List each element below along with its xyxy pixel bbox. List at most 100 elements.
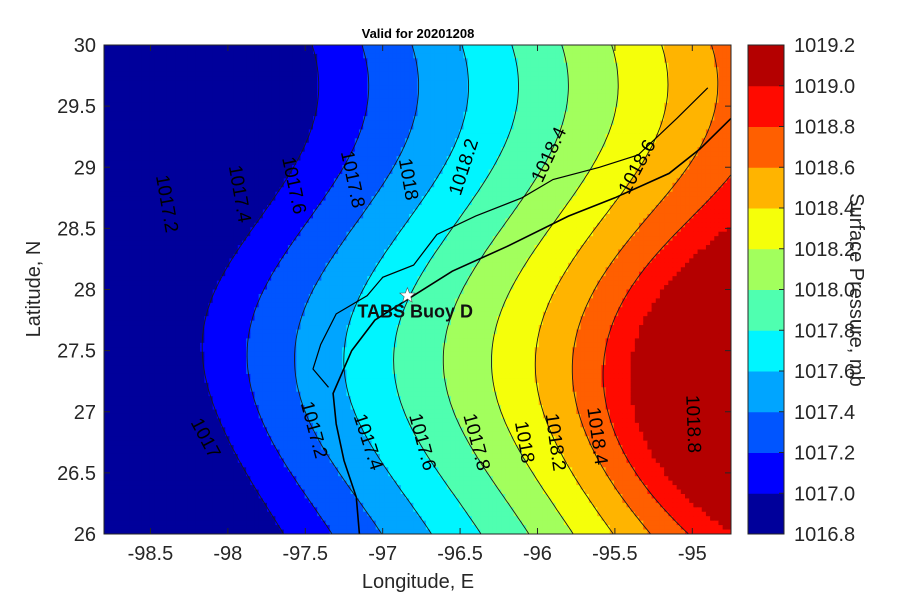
field-cell (279, 120, 285, 126)
field-cell (455, 89, 460, 95)
field-cell (484, 62, 490, 68)
field-cell (375, 76, 381, 82)
field-cell (166, 80, 172, 86)
field-cell (229, 147, 235, 153)
field-cell (112, 138, 118, 144)
field-cell (555, 76, 561, 82)
field-cell (463, 151, 469, 157)
field-cell (162, 138, 168, 144)
field-cell (705, 67, 711, 73)
field-cell (613, 142, 619, 148)
field-cell (701, 156, 707, 162)
field-cell (241, 129, 247, 135)
field-cell (484, 49, 490, 55)
field-cell (396, 67, 402, 73)
field-cell (175, 71, 180, 77)
field-cell (450, 178, 456, 184)
field-cell (651, 71, 657, 77)
field-cell (593, 98, 598, 104)
field-cell (404, 80, 410, 86)
field-cell (630, 111, 636, 117)
field-cell (258, 71, 264, 77)
field-cell (354, 58, 360, 64)
field-cell (183, 89, 189, 95)
field-cell (651, 160, 657, 166)
field-cell (484, 85, 490, 91)
field-cell (634, 160, 640, 166)
field-cell (112, 151, 118, 157)
field-cell (267, 67, 272, 73)
field-cell (572, 129, 577, 135)
field-cell (597, 187, 603, 193)
field-cell (509, 151, 515, 157)
field-cell (513, 169, 519, 175)
field-cell (576, 116, 582, 122)
field-cell (467, 98, 473, 104)
field-cell (622, 129, 628, 135)
field-cell (104, 191, 109, 197)
field-cell (459, 76, 465, 82)
field-cell (430, 53, 435, 59)
field-cell (651, 76, 657, 82)
field-cell (221, 151, 226, 157)
field-cell (421, 116, 427, 122)
field-cell (233, 169, 239, 175)
field-cell (626, 71, 632, 77)
field-cell (647, 53, 653, 59)
field-cell (262, 133, 268, 139)
field-cell (459, 129, 465, 135)
field-cell (685, 169, 690, 175)
field-cell (576, 160, 582, 166)
field-cell (363, 133, 368, 139)
field-cell (296, 169, 302, 175)
field-cell (271, 138, 276, 144)
field-cell (455, 138, 460, 144)
field-cell (375, 165, 381, 171)
field-cell (563, 120, 569, 126)
field-cell (430, 85, 435, 91)
field-cell (513, 120, 519, 126)
field-cell (501, 107, 506, 113)
field-cell (300, 120, 306, 126)
field-cell (522, 102, 527, 108)
field-cell (287, 178, 293, 184)
field-cell (634, 98, 640, 104)
field-cell (317, 93, 322, 99)
field-cell (162, 178, 168, 184)
field-cell (467, 169, 473, 175)
field-cell (597, 147, 603, 153)
field-cell (438, 178, 444, 184)
field-cell (258, 187, 264, 193)
field-cell (392, 102, 398, 108)
field-cell (413, 93, 419, 99)
field-cell (371, 85, 377, 91)
field-cell (572, 165, 577, 171)
field-cell (664, 76, 669, 82)
field-cell (618, 151, 623, 157)
field-cell (225, 120, 230, 126)
field-cell (630, 156, 636, 162)
field-cell (572, 89, 577, 95)
field-cell (321, 133, 327, 139)
field-cell (375, 80, 381, 86)
field-cell (283, 111, 289, 117)
field-cell (212, 125, 218, 131)
field-cell (304, 71, 310, 77)
field-cell (104, 182, 109, 188)
field-cell (689, 178, 694, 184)
field-cell (116, 98, 122, 104)
field-cell (133, 133, 139, 139)
field-cell (484, 160, 490, 166)
field-cell (137, 187, 143, 193)
field-cell (672, 98, 678, 104)
field-cell (484, 89, 490, 95)
field-cell (267, 89, 272, 95)
field-cell (200, 169, 205, 175)
field-cell (409, 116, 414, 122)
field-cell (722, 133, 728, 139)
field-cell (162, 45, 168, 51)
field-cell (718, 165, 724, 171)
field-cell (534, 169, 540, 175)
field-cell (229, 133, 235, 139)
field-cell (588, 71, 594, 77)
